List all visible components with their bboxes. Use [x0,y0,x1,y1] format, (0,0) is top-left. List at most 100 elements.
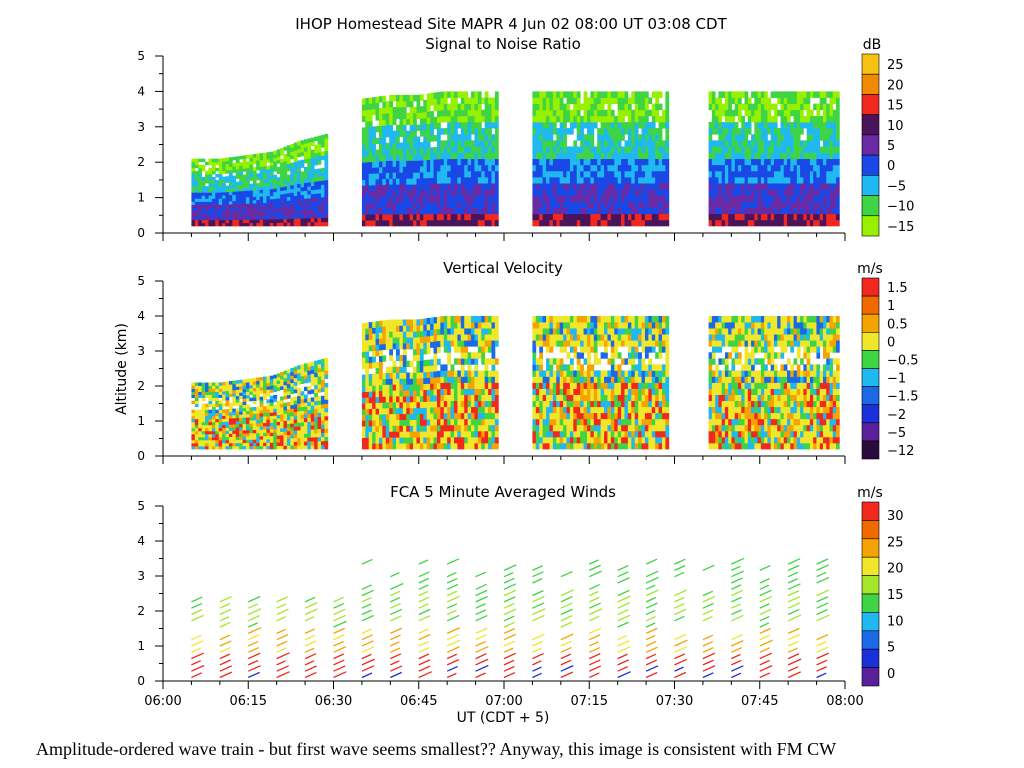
heatmap-cell [423,165,428,173]
heatmap-cell [738,158,742,166]
heatmap-cell [806,91,811,98]
heatmap-cell [832,189,837,196]
heatmap-cell [471,442,475,450]
heatmap-cell [232,169,237,173]
heatmap-cell [426,207,431,215]
heatmap-cell [290,371,295,376]
heatmap-cell [566,97,571,105]
heatmap-cell [194,195,199,199]
heatmap-cell [800,201,804,208]
heatmap-cell [239,423,243,428]
heatmap-cell [266,439,271,443]
heatmap-cell [450,109,455,117]
heatmap-cell [832,121,837,129]
heatmap-cell [477,140,482,147]
heatmap-cell [638,134,642,141]
heatmap-cell [396,348,400,356]
heatmap-cell [443,152,448,160]
heatmap-cell [375,190,380,197]
heatmap-cell [708,219,713,227]
heatmap-cell [218,201,223,205]
heatmap-cell [453,358,458,365]
heatmap-cell [634,195,639,202]
heatmap-cell [624,140,629,147]
heatmap-cell [317,388,322,393]
heatmap-cell [450,103,455,111]
heatmap-cell [447,382,451,389]
heatmap-cell [793,219,798,227]
heatmap-cell [546,177,550,184]
heatmap-cell [767,164,772,172]
heatmap-cell [321,217,325,223]
heatmap-cell [276,201,281,206]
heatmap-cell [711,103,716,111]
heatmap-cell [477,400,482,408]
heatmap-cell [542,219,547,227]
heatmap-cell [447,352,451,359]
heatmap-cell [286,167,291,172]
heatmap-cell [222,216,226,221]
heatmap-cell [662,152,666,160]
heatmap-cell [385,325,390,332]
heatmap-cell [447,430,451,438]
heatmap-cell [228,430,233,434]
heatmap-cell [800,97,804,105]
heatmap-cell [208,167,213,172]
heatmap-cell [552,189,557,196]
heatmap-cell [413,148,417,155]
heatmap-cell [447,340,451,347]
heatmap-cell [655,97,659,105]
heatmap-cell [300,159,305,164]
heatmap-cell [651,140,656,147]
heatmap-cell [222,418,226,422]
heatmap-cell [215,198,220,202]
heatmap-cell [423,183,428,191]
heatmap-cell [286,405,291,410]
heatmap-cell [563,121,567,129]
heatmap-cell [532,195,537,202]
heatmap-cell [256,219,261,224]
heatmap-cell [259,159,264,164]
heatmap-cell [402,378,407,385]
heatmap-cell [734,201,739,208]
heatmap-cell [191,195,196,199]
heatmap-cell [563,189,567,196]
heatmap-cell [648,140,653,147]
heatmap-cell [205,391,209,395]
heatmap-cell [276,380,281,385]
heatmap-cell [228,381,233,385]
heatmap-cell [800,207,804,215]
heatmap-cell [809,152,814,160]
heatmap-cell [658,195,663,202]
heatmap-cell [718,177,723,184]
heatmap-cell [314,384,318,390]
heatmap-cell [399,384,404,391]
heatmap-cell [573,195,578,202]
heatmap-cell [760,213,765,221]
heatmap-cell [488,134,492,141]
heatmap-cell [300,445,305,450]
heatmap-cell [829,103,834,111]
heatmap-cell [396,130,400,138]
heatmap-cell [321,196,325,202]
heatmap-cell [263,172,267,177]
heatmap-cell [191,445,196,450]
heatmap-cell [754,207,759,215]
heatmap-cell [787,183,791,190]
heatmap-cell [433,437,438,444]
heatmap-cell [728,219,732,227]
heatmap-cell [375,385,380,392]
heatmap-cell [286,420,291,425]
heatmap-cell [293,153,298,159]
heatmap-cell [464,400,469,408]
heatmap-cell [392,160,397,167]
heatmap-cell [382,396,387,403]
heatmap-cell [205,177,209,181]
heatmap-cell [259,380,264,384]
heatmap-cell [409,160,414,167]
heatmap-cell [426,443,431,450]
heatmap-cell [194,415,199,420]
heatmap-cell [372,97,376,104]
heatmap-cell [239,190,243,195]
heatmap-cell [321,138,325,144]
